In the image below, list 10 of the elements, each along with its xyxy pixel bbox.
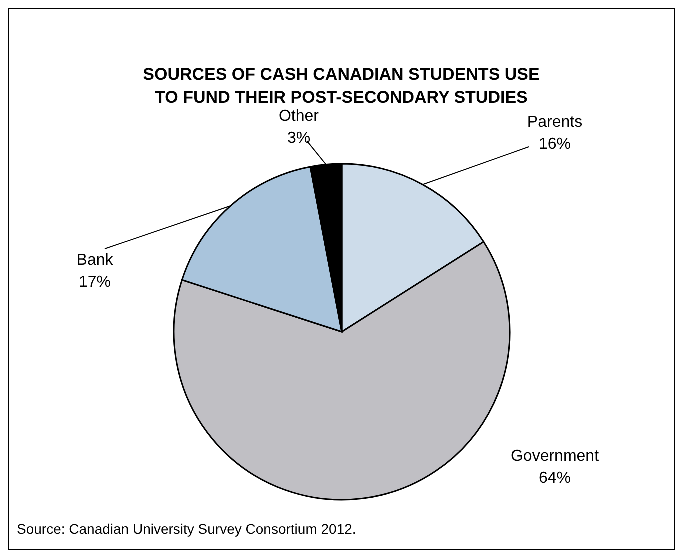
data-label: 64%	[538, 470, 572, 487]
chart-title: SOURCES OF CASH CANADIAN STUDENTS USE TO FUND THEIR POST-SECONDARY STUDIES	[142, 64, 541, 109]
data-label: 17%	[78, 274, 112, 291]
data-label: 16%	[538, 136, 572, 153]
source-note: Source: Canadian University Survey Consortium 2012.	[17, 521, 356, 537]
slice-label: Parents	[527, 114, 583, 131]
slice-label: Bank	[76, 252, 114, 269]
slice-label: Other	[278, 108, 320, 125]
slice-label: Government	[510, 448, 600, 465]
data-label: 3%	[287, 130, 311, 147]
